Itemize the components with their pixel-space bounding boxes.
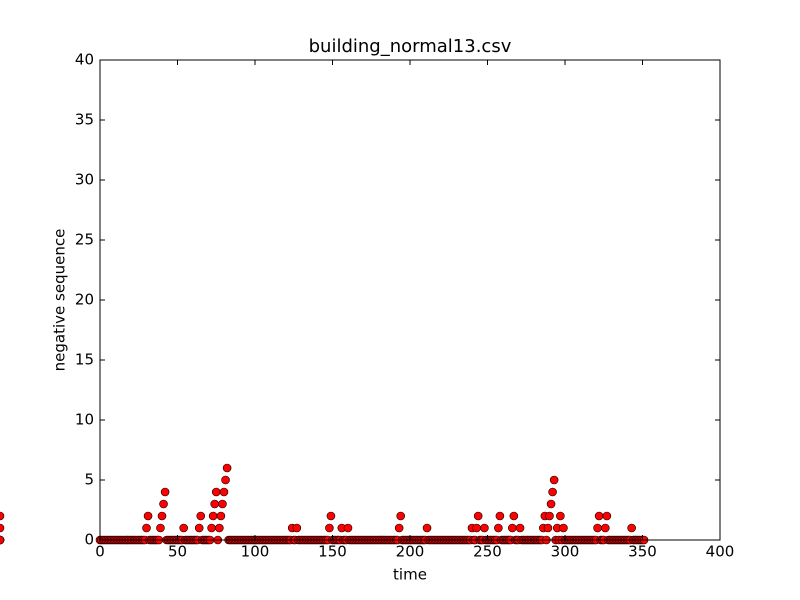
x-tick-label: 300: [551, 543, 580, 561]
point: [600, 523, 610, 533]
plot-area: [0, 463, 649, 545]
point: [143, 511, 153, 521]
chart-title: building_normal13.csv: [309, 36, 512, 57]
point: [156, 523, 165, 533]
point: [216, 511, 226, 521]
x-tick-label: 250: [473, 543, 502, 561]
point: [219, 487, 229, 497]
y-tick-label: 30: [75, 171, 94, 189]
point: [142, 523, 151, 533]
point: [343, 523, 353, 533]
point: [0, 511, 5, 521]
x-tick-label: 150: [318, 543, 347, 561]
point: [602, 511, 612, 521]
point: [396, 511, 406, 521]
point: [194, 523, 204, 533]
point: [218, 499, 227, 509]
point: [179, 523, 188, 533]
point: [325, 523, 334, 533]
point: [221, 475, 230, 485]
point: [0, 535, 5, 545]
point: [594, 511, 604, 521]
y-tick-label: 10: [75, 411, 94, 429]
point: [211, 487, 221, 497]
point: [208, 511, 218, 521]
point: [326, 511, 336, 521]
point: [0, 523, 5, 533]
x-tick-label: 200: [396, 543, 425, 561]
point: [507, 523, 517, 533]
point: [222, 463, 232, 473]
point: [627, 523, 636, 533]
point: [207, 523, 216, 533]
point: [559, 523, 568, 533]
x-tick-label: 0: [95, 543, 105, 561]
point: [157, 511, 167, 521]
y-tick-label: 5: [84, 471, 94, 489]
point: [509, 511, 519, 521]
point: [545, 511, 554, 521]
point: [159, 499, 168, 509]
point: [548, 487, 557, 497]
point: [292, 523, 302, 533]
point: [210, 499, 219, 509]
point: [494, 523, 503, 533]
x-tick-label: 50: [168, 543, 187, 561]
point: [394, 523, 404, 533]
y-axis-label: negative sequence: [51, 229, 69, 372]
x-tick-label: 400: [706, 543, 735, 561]
point: [196, 511, 206, 521]
point: [422, 523, 432, 533]
y-tick-label: 15: [75, 351, 94, 369]
y-tick-label: 40: [75, 51, 94, 69]
y-tick-label: 35: [75, 111, 94, 129]
point: [215, 523, 224, 533]
point: [593, 523, 602, 533]
y-tick-label: 25: [75, 231, 94, 249]
point: [543, 523, 553, 533]
y-tick-label: 20: [75, 291, 94, 309]
x-tick-label: 100: [241, 543, 270, 561]
y-tick-label: 0: [84, 531, 94, 549]
point: [472, 523, 481, 533]
x-axis-label: time: [393, 566, 427, 584]
point: [549, 475, 559, 485]
x-tick-label: 350: [628, 543, 657, 561]
axes-frame: [99, 59, 721, 541]
point: [480, 523, 489, 533]
point: [515, 523, 525, 533]
point: [546, 499, 556, 509]
point: [556, 511, 565, 521]
point: [495, 511, 505, 521]
point: [473, 511, 483, 521]
point: [160, 487, 170, 497]
